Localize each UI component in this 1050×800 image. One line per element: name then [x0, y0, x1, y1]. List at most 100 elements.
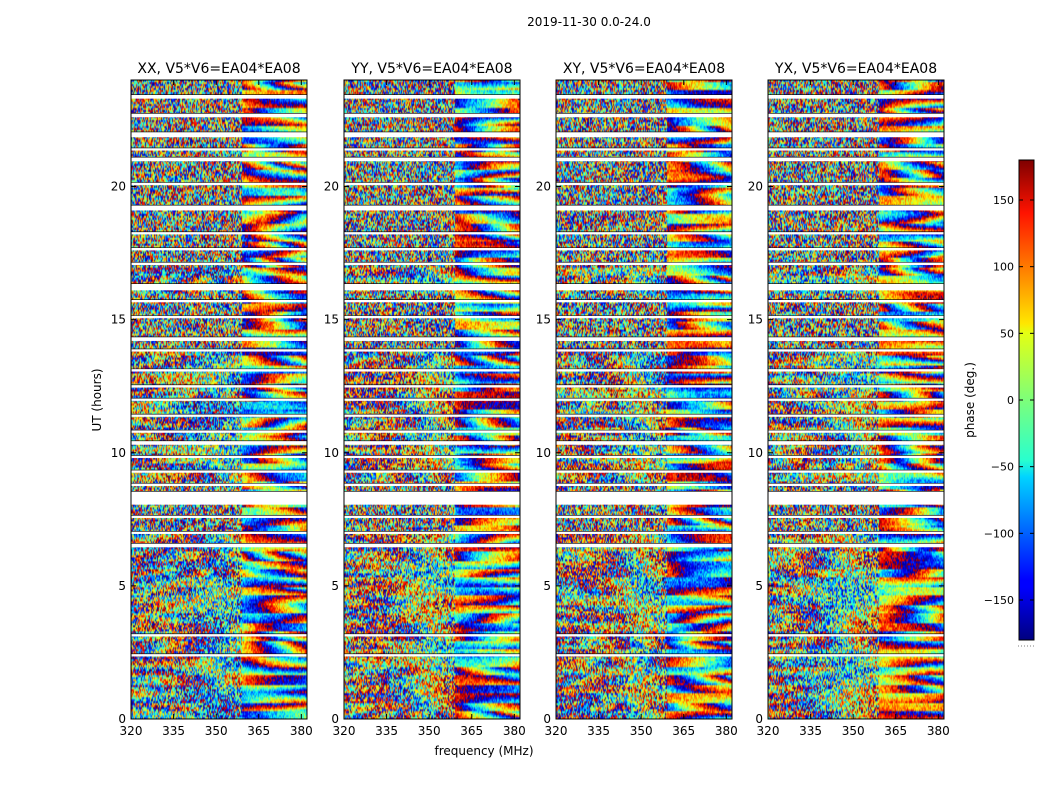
flagged-band	[344, 414, 520, 417]
flagged-band	[556, 205, 732, 211]
flagged-band	[768, 131, 944, 138]
flagged-band	[131, 398, 307, 401]
flagged-band	[768, 299, 944, 303]
flagged-band	[556, 157, 732, 162]
flagged-band	[556, 633, 732, 637]
flagged-band	[131, 491, 307, 505]
panel-frame	[130, 79, 308, 720]
flagged-band	[344, 368, 520, 372]
flagged-band	[131, 531, 307, 534]
flagged-band	[344, 262, 520, 266]
x-tick-label: 380	[290, 724, 313, 738]
flagged-band	[768, 231, 944, 235]
y-tick-label: 10	[536, 446, 551, 460]
flagged-band	[344, 440, 520, 445]
colorbar-tick-label: −150	[984, 594, 1014, 607]
y-tick-label: 20	[536, 180, 551, 194]
flagged-band	[131, 205, 307, 211]
panel-frame	[343, 79, 521, 720]
flagged-band	[768, 283, 944, 291]
flagged-band	[344, 247, 520, 251]
x-tick-label: 365	[884, 724, 907, 738]
flagged-band	[556, 384, 732, 388]
x-tick-label: 320	[545, 724, 568, 738]
flagged-band	[344, 182, 520, 186]
flagged-band	[131, 94, 307, 99]
colorbar-tick-label: 50	[1000, 327, 1014, 340]
flagged-band	[344, 131, 520, 138]
flagged-band	[131, 299, 307, 303]
flagged-band	[131, 157, 307, 162]
panel-title: YY, V5*V6=EA04*EA08	[350, 61, 512, 77]
colorbar-tick-label: 0	[1007, 394, 1014, 407]
flagged-band	[768, 157, 944, 162]
flagged-band	[556, 348, 732, 352]
flagged-band	[556, 315, 732, 319]
x-tick-label: 335	[375, 724, 398, 738]
flagged-band	[768, 515, 944, 518]
panel-1: XX, V5*V6=EA04*EA08 320 335 350 365 380 0 5 10 15…	[90, 61, 313, 738]
flagged-band	[344, 398, 520, 401]
flagged-band	[131, 315, 307, 319]
x-tick-label: 350	[418, 724, 441, 738]
flagged-band	[556, 653, 732, 657]
flagged-band	[768, 247, 944, 251]
flagged-band	[768, 491, 944, 505]
flagged-band	[556, 113, 732, 118]
x-tick-label: 380	[927, 724, 950, 738]
x-tick-label: 380	[503, 724, 526, 738]
flagged-band	[131, 348, 307, 352]
y-tick-label: 15	[748, 313, 763, 327]
x-tick-label: 380	[715, 724, 738, 738]
colorbar-tick-label: 100	[993, 261, 1014, 274]
y-tick-label: 15	[536, 313, 551, 327]
x-tick-label: 320	[757, 724, 780, 738]
flagged-band	[344, 531, 520, 534]
flagged-band	[556, 283, 732, 291]
flagged-band	[768, 315, 944, 319]
flagged-band	[344, 113, 520, 118]
x-tick-label: 335	[162, 724, 185, 738]
colorbar-label: phase (deg.)	[963, 362, 977, 438]
flagged-band	[344, 147, 520, 151]
flagged-band	[768, 414, 944, 417]
flagged-band	[556, 368, 732, 372]
flagged-band	[768, 348, 944, 352]
x-tick-label: 365	[460, 724, 483, 738]
flagged-band	[768, 262, 944, 266]
flagged-band	[556, 247, 732, 251]
panel-4: YX, V5*V6=EA04*EA08 320 335 350 365 380 0 5 10 15…	[748, 61, 950, 738]
flagged-band	[131, 182, 307, 186]
colorbar-tick-label: −100	[984, 527, 1014, 540]
colorbar-tick-label: −50	[991, 461, 1014, 474]
y-tick-label: 20	[748, 180, 763, 194]
y-tick-label: 20	[324, 180, 339, 194]
flagged-band	[131, 147, 307, 151]
flagged-band	[131, 430, 307, 433]
flagged-band	[131, 262, 307, 266]
flagged-band	[556, 94, 732, 99]
flagged-band	[344, 283, 520, 291]
x-tick-label: 350	[842, 724, 865, 738]
flagged-band	[344, 470, 520, 473]
y-tick-label: 15	[324, 313, 339, 327]
flagged-band	[556, 231, 732, 235]
y-tick-label: 0	[331, 712, 339, 726]
flagged-band	[556, 299, 732, 303]
flagged-band	[556, 262, 732, 266]
panel-2: YY, V5*V6=EA04*EA08 320 335 350 365 380 0 5 10 15…	[324, 61, 526, 738]
flagged-band	[556, 455, 732, 459]
y-axis-label: UT (hours)	[90, 368, 104, 431]
y-tick-label: 10	[324, 446, 339, 460]
y-tick-label: 10	[111, 446, 126, 460]
flagged-band	[556, 543, 732, 548]
flagged-band	[344, 299, 520, 303]
flagged-band	[344, 483, 520, 487]
flagged-band	[344, 315, 520, 319]
flagged-band	[131, 653, 307, 657]
flagged-band	[556, 131, 732, 138]
panels-group: XX, V5*V6=EA04*EA08 320 335 350 365 380 0 5 10 15…	[90, 61, 950, 738]
x-tick-label: 365	[247, 724, 270, 738]
flagged-band	[556, 414, 732, 417]
flagged-band	[556, 491, 732, 505]
